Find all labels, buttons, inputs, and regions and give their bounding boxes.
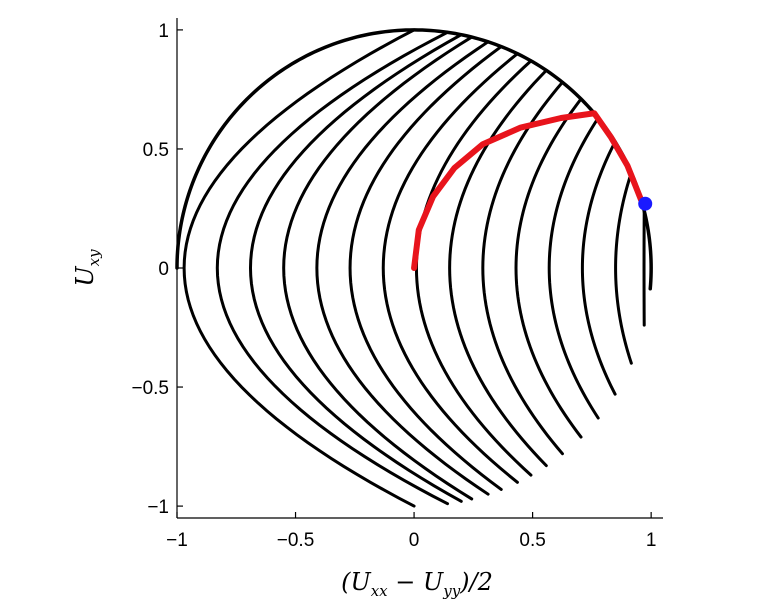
family-curve-15: [182, 28, 416, 508]
marker-point: [638, 196, 653, 211]
y-axis-label: Uxy: [71, 249, 103, 287]
family-curve-4: [547, 116, 600, 420]
family-curve-13: [248, 33, 463, 503]
y-tick-label: 1: [158, 21, 169, 42]
family-curve-7: [448, 68, 548, 468]
y-tick-label: −1: [147, 497, 169, 518]
x-tick-label: −0.5: [277, 530, 315, 551]
family-curve-6: [481, 80, 564, 456]
y-tick-label: −0.5: [131, 378, 169, 399]
family-curve-12: [282, 35, 474, 501]
family-curve-2: [614, 171, 633, 365]
x-axis-label: (Uxx − Uyy)/2: [341, 568, 493, 599]
family-curve-8: [414, 59, 533, 477]
x-tick-label: −1: [166, 530, 188, 551]
y-tick-label: 0.5: [143, 140, 169, 161]
family-curve-5: [514, 97, 583, 439]
highlight-path: [411, 110, 645, 271]
family-curve-14: [215, 30, 450, 506]
curves-layer: [175, 28, 653, 508]
x-tick-label: 0.5: [519, 530, 545, 551]
family-curve-3: [580, 140, 617, 396]
ticks-layer: −1 −0.5 0 0.5 1 −1 −0.5 0 0.5 1: [131, 21, 656, 551]
family-curve-10: [348, 45, 503, 491]
family-curve-9: [381, 52, 519, 484]
x-tick-label: 1: [646, 530, 657, 551]
family-curve-11: [315, 40, 490, 496]
y-tick-label: 0: [158, 259, 169, 280]
x-tick-label: 0: [409, 530, 420, 551]
